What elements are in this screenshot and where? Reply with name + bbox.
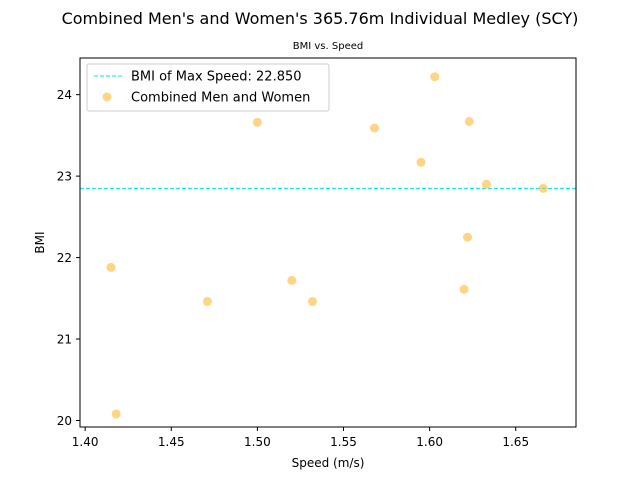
legend-box	[86, 63, 330, 112]
y-tick-label: 20	[57, 414, 72, 428]
x-tick-label: 1.45	[158, 435, 185, 449]
y-axis-label: BMI	[33, 231, 47, 253]
data-points	[106, 72, 548, 419]
legend-reference-line-label: BMI of Max Speed: 22.850	[131, 70, 302, 85]
x-axis-ticks: 1.40 1.45 1.50 1.55 1.60 1.65	[72, 427, 529, 449]
legend-series-marker	[102, 92, 112, 102]
x-axis-label: Speed (m/s)	[292, 456, 365, 470]
data-point	[308, 297, 317, 307]
chart-title: Combined Men's and Women's 365.76m Indiv…	[62, 9, 579, 28]
plot-frame	[79, 57, 577, 428]
plot-area	[80, 58, 576, 427]
legend-series-label: Combined Men and Women	[131, 91, 310, 106]
data-point	[463, 232, 472, 242]
data-point	[287, 275, 297, 285]
y-tick-label: 22	[57, 251, 72, 265]
y-axis-ticks: 20 21 22 23 24	[57, 88, 80, 428]
y-tick-label: 24	[57, 88, 72, 102]
data-point	[416, 157, 426, 167]
data-point	[252, 117, 262, 127]
chart-subtitle: BMI vs. Speed	[293, 41, 363, 52]
data-point	[370, 123, 379, 133]
x-tick-label: 1.65	[502, 435, 529, 449]
x-tick-label: 1.55	[330, 435, 357, 449]
data-point	[111, 409, 121, 419]
y-tick-label: 23	[57, 170, 72, 184]
data-point	[430, 72, 440, 82]
data-point	[481, 179, 491, 189]
data-point	[464, 117, 474, 127]
data-point	[106, 262, 116, 272]
data-point	[538, 183, 548, 193]
x-tick-label: 1.50	[244, 435, 271, 449]
legend: BMI of Max Speed: 22.850 Combined Men an…	[86, 63, 330, 112]
data-point	[202, 297, 212, 307]
y-tick-label: 21	[57, 333, 72, 347]
data-point	[459, 284, 469, 294]
x-tick-label: 1.60	[416, 435, 443, 449]
x-tick-label: 1.40	[72, 435, 99, 449]
